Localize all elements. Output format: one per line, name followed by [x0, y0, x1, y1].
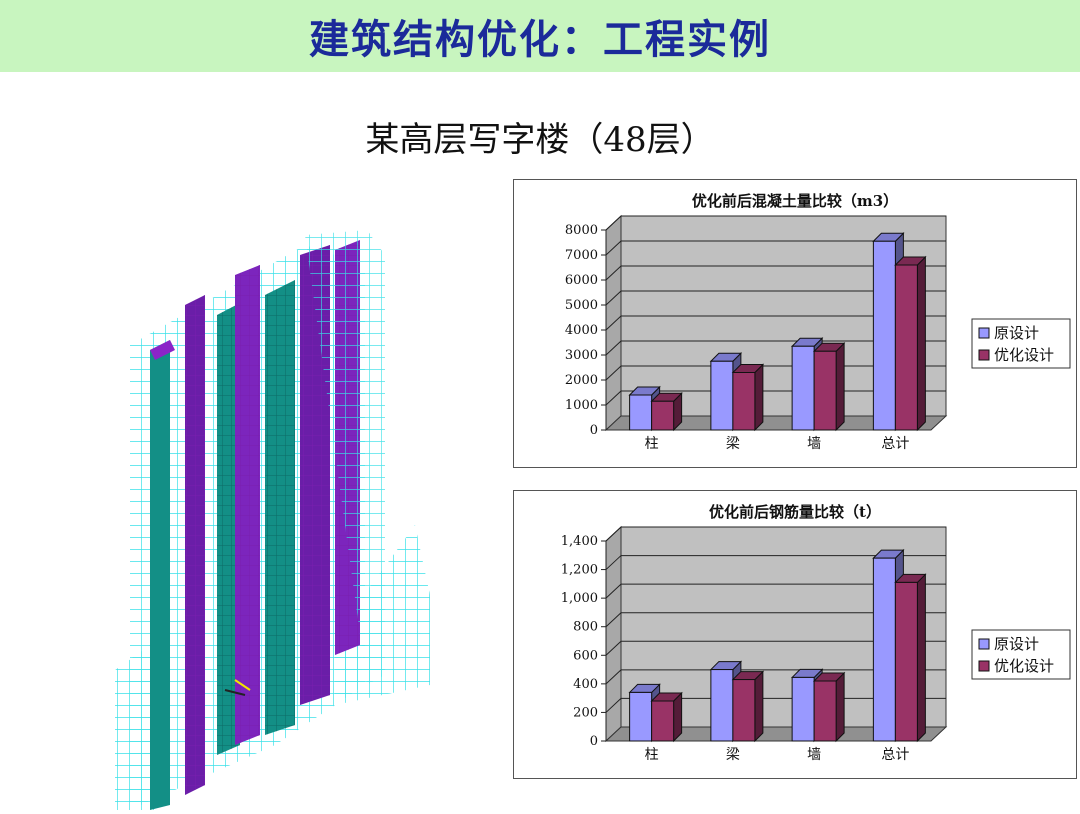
y-tick-label: 7000 — [565, 248, 598, 263]
legend-swatch — [978, 349, 990, 361]
y-tick-label: 4000 — [565, 323, 598, 338]
bar — [629, 394, 653, 431]
bar — [732, 372, 756, 431]
legend-swatch — [978, 638, 990, 650]
bar — [791, 676, 815, 742]
bar — [894, 581, 918, 742]
chart-title: 优化前后混凝土量比较（m3） — [692, 192, 898, 210]
y-tick-label: 1000 — [565, 398, 598, 413]
bar — [872, 557, 896, 742]
category-label: 总计 — [881, 436, 909, 452]
y-tick-label: 0 — [590, 734, 598, 749]
header-banner: 建筑结构优化：工程实例 — [0, 0, 1080, 72]
legend-label: 原设计 — [994, 324, 1039, 342]
legend-label: 优化设计 — [994, 346, 1054, 364]
gridline — [605, 265, 946, 281]
category-label: 柱 — [645, 747, 659, 763]
building-model-image — [105, 225, 435, 810]
bar — [872, 240, 896, 431]
category-label: 墙 — [807, 747, 821, 763]
legend-swatch — [978, 327, 990, 339]
bar — [894, 264, 918, 431]
y-tick-label: 0 — [590, 423, 598, 438]
bar — [651, 700, 675, 742]
building-frame-3d-model-icon — [115, 230, 430, 810]
category-label: 梁 — [726, 747, 740, 763]
y-tick-label: 6000 — [565, 273, 598, 288]
bar — [813, 680, 837, 742]
bar-side — [835, 671, 845, 743]
gridline — [605, 340, 946, 356]
gridline — [605, 640, 946, 656]
legend-swatch — [978, 660, 990, 672]
rebar-chart-panel: 优化前后钢筋量比较（t） 1,400 1,200 1,000 800 600 400 200 0… — [513, 490, 1077, 779]
y-tick-label: 1,000 — [561, 591, 598, 606]
concrete-chart-panel: 优化前后混凝土量比较（m3） 8000 7000 6000 5000 4000 3000 20… — [513, 179, 1077, 468]
bar — [791, 345, 815, 431]
gridline — [605, 290, 946, 306]
gridline — [605, 240, 946, 256]
gridline — [605, 583, 946, 599]
y-tick-label: 400 — [573, 677, 598, 692]
category-label: 柱 — [645, 436, 659, 452]
page-title: 建筑结构优化：工程实例 — [309, 17, 771, 63]
bar — [710, 669, 734, 742]
gridline — [605, 669, 946, 685]
category-label: 梁 — [726, 436, 740, 452]
y-tick-label: 1,200 — [561, 563, 598, 578]
bar-side — [916, 573, 926, 743]
y-tick-label: 3000 — [565, 348, 598, 363]
project-subtitle: 某高层写字楼（48层） — [365, 120, 715, 160]
bar — [732, 679, 756, 742]
legend-label: 原设计 — [994, 635, 1039, 653]
bar-side — [916, 255, 926, 432]
y-tick-label: 2000 — [565, 373, 598, 388]
bar — [629, 691, 653, 742]
gridline — [605, 526, 946, 542]
gridline — [605, 612, 946, 628]
y-tick-label: 800 — [573, 620, 598, 635]
rebar-chart: 优化前后钢筋量比较（t） 1,400 1,200 1,000 800 600 400 200 0… — [561, 503, 1071, 763]
bar — [813, 350, 837, 431]
bar — [710, 360, 734, 431]
gridline — [605, 315, 946, 331]
y-tick-label: 1,400 — [561, 534, 598, 549]
chart-title: 优化前后钢筋量比较（t） — [709, 503, 881, 521]
gridline — [605, 215, 946, 231]
y-tick-label: 8000 — [565, 223, 598, 238]
bar-side — [835, 342, 845, 432]
legend-label: 优化设计 — [994, 657, 1054, 675]
category-label: 总计 — [881, 747, 909, 763]
bar-side — [754, 363, 764, 432]
y-tick-label: 5000 — [565, 298, 598, 313]
y-tick-label: 200 — [573, 705, 598, 720]
bar-side — [754, 670, 764, 743]
bar — [651, 400, 675, 431]
category-label: 墙 — [807, 436, 821, 452]
gridline — [605, 555, 946, 570]
concrete-chart: 优化前后混凝土量比较（m3） 8000 7000 6000 5000 4000 3000 20… — [565, 192, 1071, 452]
chart-side-wall — [605, 525, 622, 743]
y-tick-label: 600 — [573, 648, 598, 663]
